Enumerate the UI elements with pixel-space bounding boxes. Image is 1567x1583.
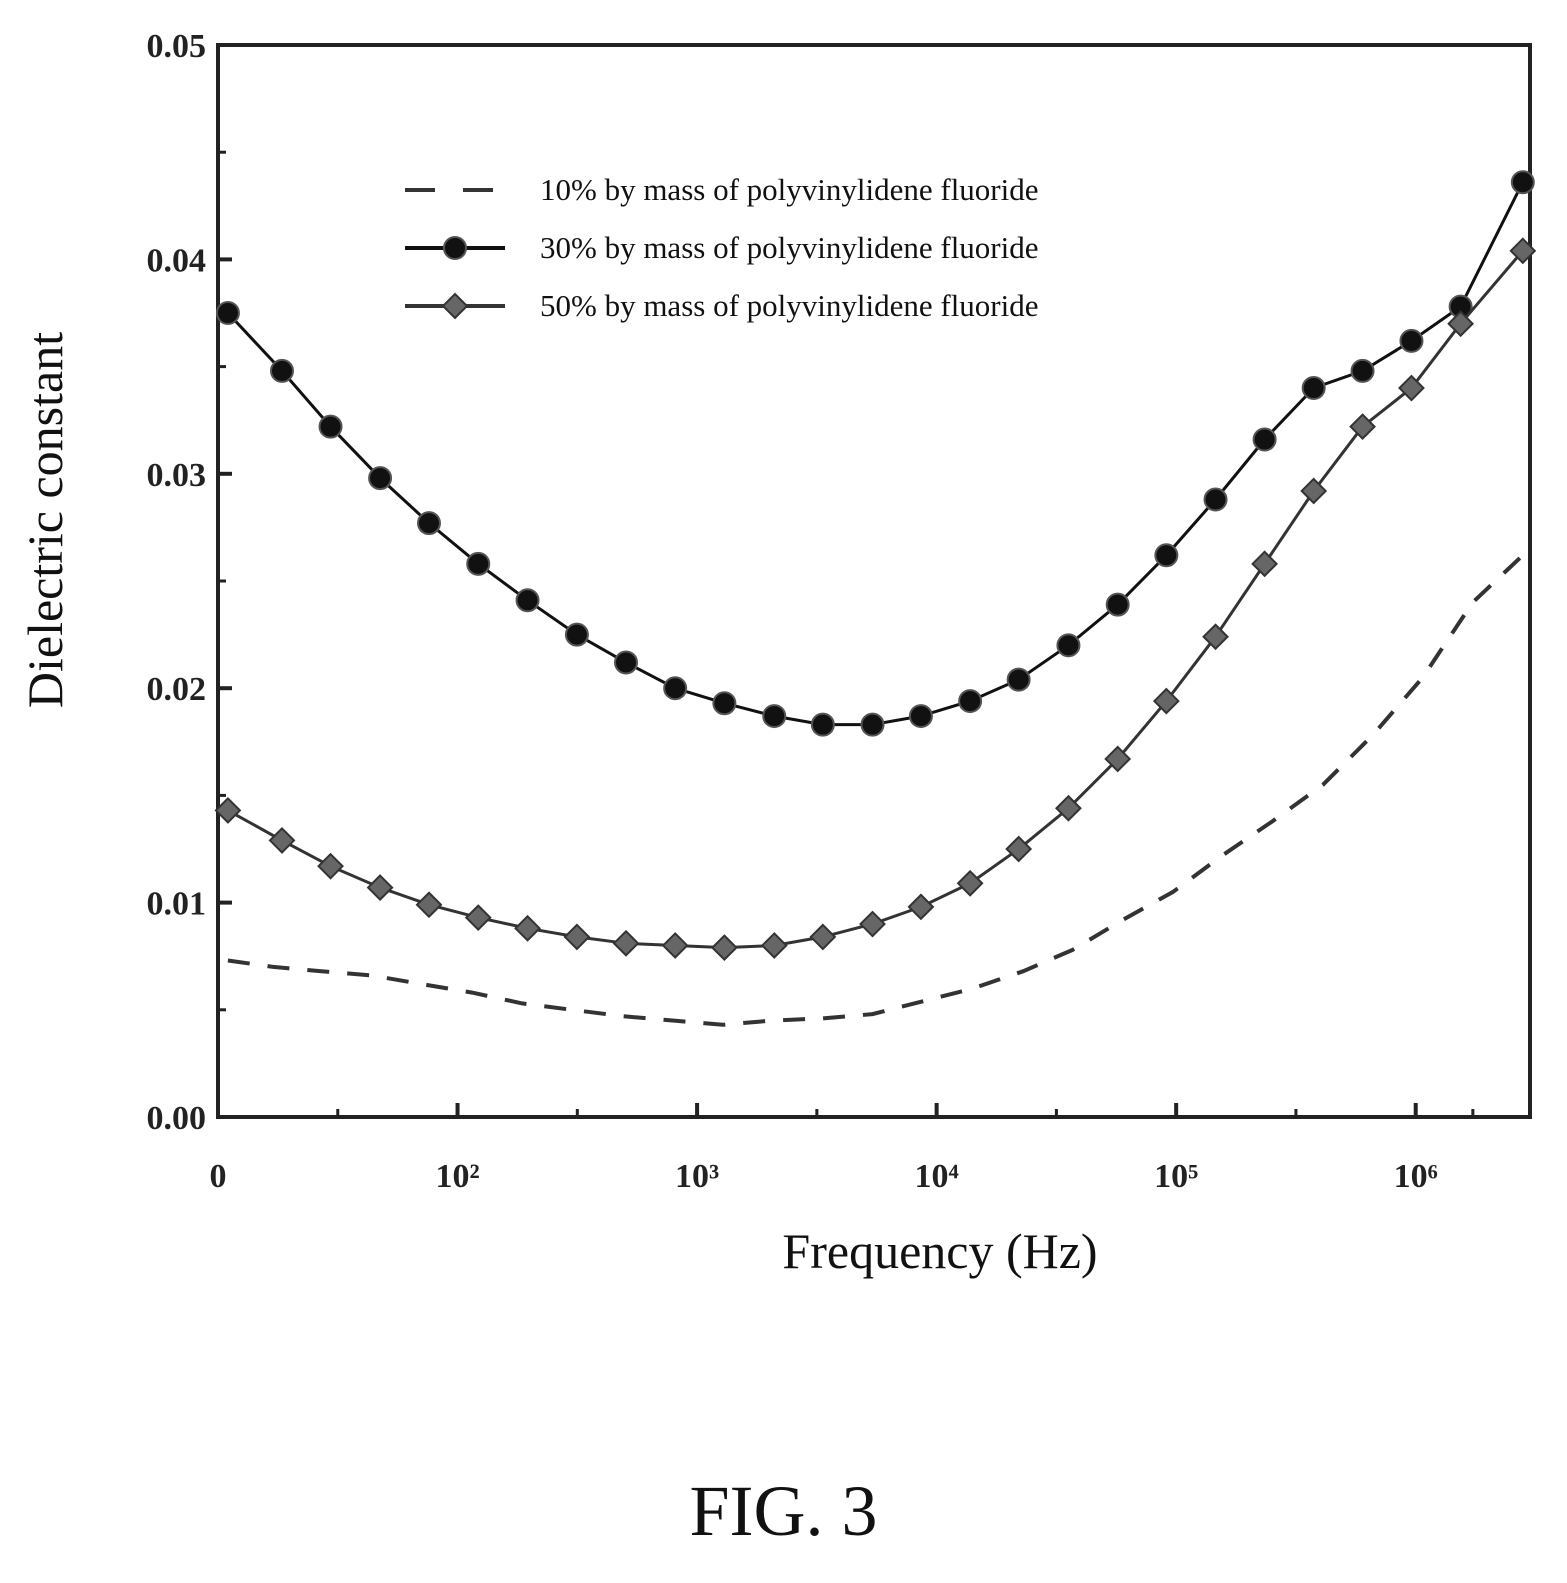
data-point	[1447, 310, 1475, 338]
data-point	[466, 551, 491, 576]
data-point	[1300, 477, 1328, 505]
x-tick-label: 10⁶	[1394, 1158, 1438, 1195]
data-point	[269, 358, 294, 383]
y-tick-label: 0.04	[147, 242, 207, 279]
data-point	[441, 292, 469, 320]
legend-item-1: 10% by mass of polyvinylidene fluoride	[405, 172, 1039, 207]
data-point	[268, 827, 296, 854]
y-axis-ticks: 0.00 0.01 0.02 0.03 0.04 0.05	[147, 28, 232, 1137]
x-axis-ticks: 0 10² 10³ 10⁴ 10⁵ 10⁶	[210, 1103, 1475, 1195]
x-tick-label: 10²	[435, 1158, 479, 1195]
data-point	[1055, 794, 1082, 822]
data-point	[366, 874, 394, 902]
series-line	[227, 553, 1525, 1027]
legend-label: 50% by mass of polyvinylidene fluoride	[540, 288, 1039, 323]
data-point	[1056, 633, 1081, 658]
figure-caption: FIG. 3	[689, 1471, 878, 1551]
data-point	[859, 910, 886, 938]
x-tick-label: 10⁵	[1154, 1158, 1198, 1195]
legend-label: 10% by mass of polyvinylidene fluoride	[540, 172, 1039, 207]
series-line	[227, 249, 1524, 950]
data-point	[712, 691, 737, 716]
data-point	[762, 704, 787, 729]
data-point	[1510, 170, 1535, 195]
data-point	[1349, 413, 1376, 441]
data-point	[907, 893, 935, 921]
data-point	[1509, 237, 1537, 265]
y-tick-label: 0.02	[147, 671, 207, 708]
data-point	[1105, 592, 1130, 617]
data-point	[809, 923, 837, 951]
data-point	[214, 796, 242, 824]
series-2	[215, 170, 1535, 737]
x-tick-label: 0	[210, 1158, 227, 1195]
data-point	[1301, 376, 1326, 401]
data-point	[215, 301, 240, 325]
data-point	[317, 852, 344, 880]
data-point	[1154, 543, 1179, 568]
data-point	[563, 923, 591, 951]
y-tick-label: 0.03	[147, 457, 207, 494]
data-point	[443, 236, 467, 260]
data-point	[515, 588, 540, 613]
data-point	[612, 929, 640, 957]
data-point	[614, 650, 639, 675]
data-point	[663, 676, 688, 701]
y-tick-label: 0.01	[147, 886, 207, 923]
y-tick-label: 0.05	[147, 28, 207, 65]
series-1	[227, 553, 1525, 1027]
legend-item-3: 50% by mass of polyvinylidene fluoride	[405, 288, 1039, 323]
data-point	[1251, 550, 1279, 578]
data-point	[908, 704, 933, 729]
series-3	[214, 237, 1537, 962]
data-point	[1252, 427, 1277, 452]
series-layer	[214, 170, 1537, 1027]
data-point	[1399, 328, 1424, 353]
data-point	[368, 466, 393, 491]
data-point	[1104, 745, 1132, 773]
legend-item-2: 30% by mass of polyvinylidene fluoride	[405, 230, 1039, 265]
data-point	[1006, 667, 1031, 692]
data-point	[318, 414, 343, 439]
data-point	[860, 712, 885, 737]
legend: 10% by mass of polyvinylidene fluoride 30…	[405, 172, 1039, 323]
data-point	[1398, 374, 1425, 402]
data-point	[464, 904, 492, 932]
data-point	[564, 622, 589, 647]
data-point	[416, 511, 441, 536]
y-tick-label: 0.00	[147, 1100, 207, 1137]
data-point	[415, 891, 443, 919]
x-tick-label: 10³	[675, 1158, 719, 1195]
data-point	[1350, 358, 1375, 383]
y-axis-title: Dielectric constant	[17, 332, 73, 708]
data-point	[810, 712, 835, 737]
data-point	[514, 914, 541, 942]
legend-label: 30% by mass of polyvinylidene fluoride	[540, 230, 1039, 265]
x-tick-label: 10⁴	[915, 1158, 959, 1195]
data-point	[1203, 487, 1228, 512]
data-point	[1152, 687, 1180, 715]
data-point	[661, 932, 689, 959]
data-point	[710, 934, 738, 962]
data-point	[956, 869, 984, 897]
x-axis-title: Frequency (Hz)	[782, 1223, 1097, 1279]
data-point	[760, 932, 788, 959]
data-point	[958, 689, 983, 714]
data-point	[1202, 623, 1229, 651]
data-point	[1005, 835, 1033, 863]
